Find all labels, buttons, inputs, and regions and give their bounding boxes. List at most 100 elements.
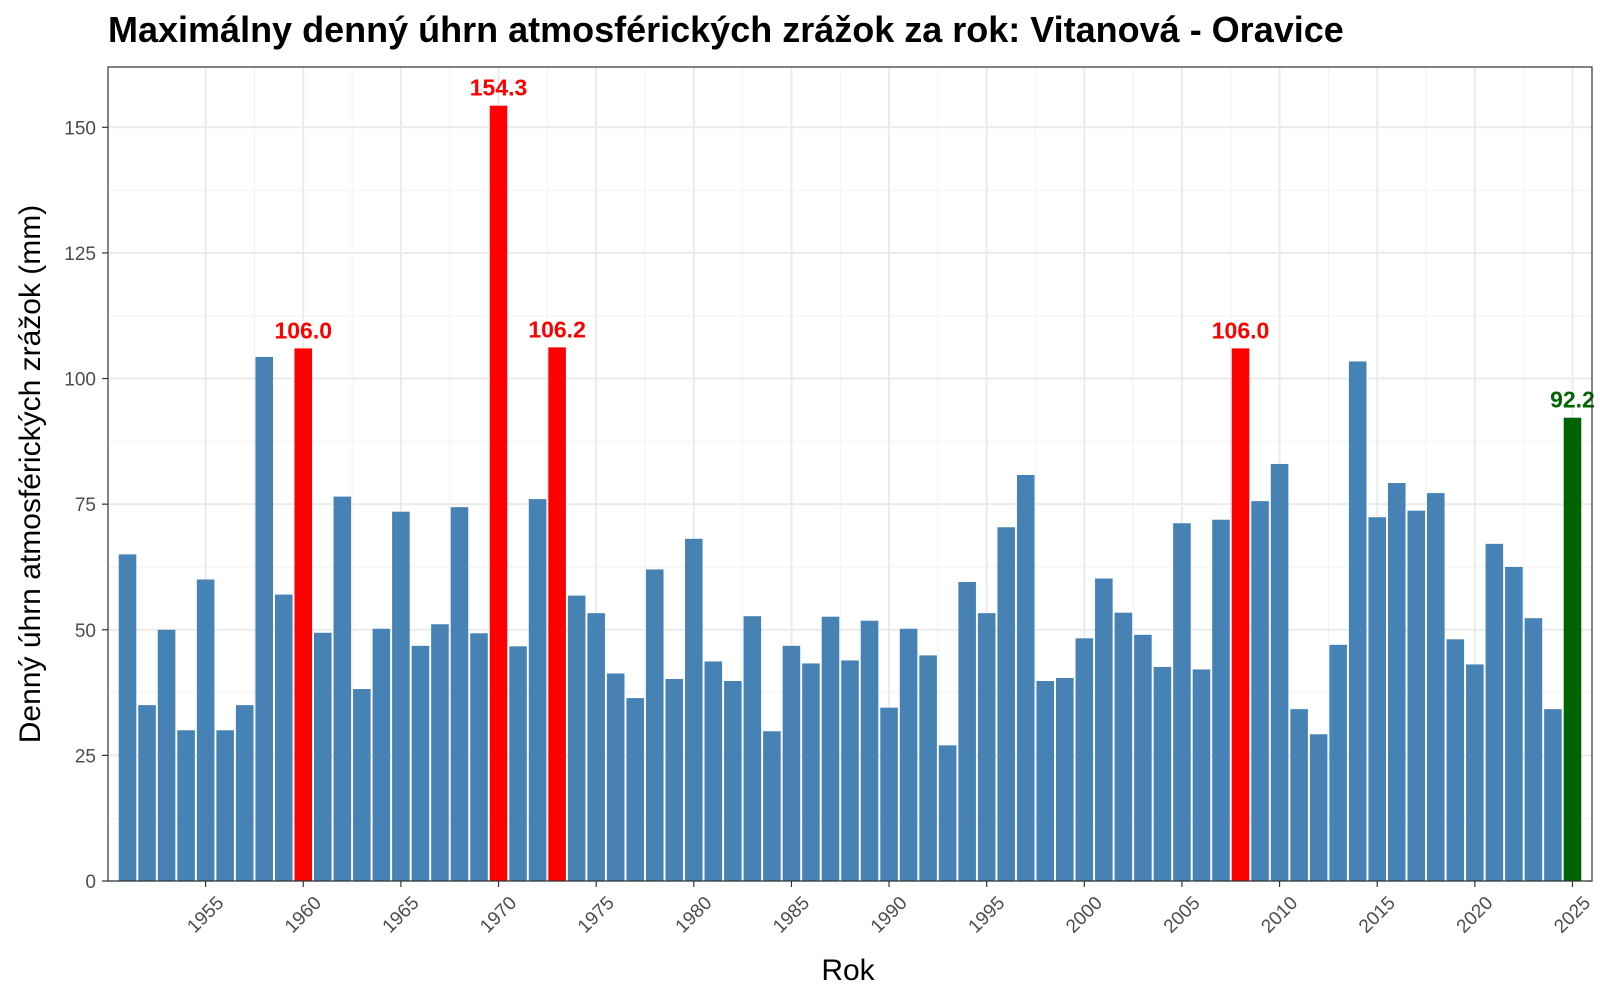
bar-1968: [450, 507, 469, 881]
y-tick-label: 75: [75, 495, 96, 516]
bar-2001: [1095, 578, 1113, 881]
bar-1962: [333, 496, 352, 881]
bar-label-1970: 154.3: [470, 75, 528, 101]
y-tick-label: 100: [64, 370, 96, 391]
bar-1963: [353, 689, 371, 881]
bar-1959: [274, 594, 293, 881]
bar-1952: [138, 705, 156, 881]
bar-1990: [880, 707, 898, 881]
bar-2006: [1192, 669, 1211, 881]
bar-label-2025: 92.2: [1550, 387, 1595, 413]
bar-1964: [372, 628, 391, 881]
bar-2011: [1290, 709, 1308, 881]
bar-1951: [118, 554, 137, 881]
bar-1975: [587, 613, 605, 881]
y-axis: 0 25 50 75 100 125 150: [64, 118, 108, 893]
bar-1954: [177, 730, 195, 881]
bar-1998: [1036, 681, 1055, 881]
bar-2007: [1212, 519, 1230, 881]
y-axis-title: Denný úhrn atmosférických zrážok (mm): [14, 205, 47, 743]
bar-2012: [1309, 734, 1328, 881]
bar-1979: [665, 679, 684, 881]
x-tick-label: 2010: [1257, 893, 1302, 938]
bar-1973: [548, 347, 566, 881]
y-tick-label: 0: [85, 872, 96, 893]
bar-1971: [509, 646, 527, 881]
x-tick-label: 2020: [1453, 893, 1498, 938]
y-tick-label: 150: [64, 118, 96, 139]
bar-1957: [235, 705, 254, 881]
bar-2015: [1368, 517, 1386, 881]
bar-1993: [938, 745, 957, 881]
x-tick-label: 2025: [1550, 893, 1595, 938]
x-tick-label: 2005: [1160, 893, 1205, 938]
bar-1966: [411, 645, 430, 881]
bar-2024: [1544, 709, 1562, 881]
bar-2023: [1524, 618, 1543, 881]
bar-1982: [724, 681, 742, 881]
bar-1970: [489, 105, 508, 881]
bar-2000: [1075, 638, 1094, 881]
bar-1977: [626, 698, 644, 881]
bar-1955: [196, 579, 215, 881]
bar-1984: [763, 731, 781, 881]
bar-2018: [1427, 493, 1445, 881]
bar-2004: [1153, 666, 1172, 881]
bar-1999: [1056, 678, 1074, 881]
bar-label-2008: 106.0: [1212, 317, 1270, 343]
bar-labels: 106.0 154.3 106.2 106.0 92.2: [274, 75, 1594, 413]
bar-1965: [392, 511, 410, 881]
bar-1996: [997, 527, 1015, 881]
chart-title: Maximálny denný úhrn atmosférických zráž…: [108, 9, 1344, 50]
bar-2014: [1348, 361, 1367, 881]
bar-2025: [1563, 417, 1582, 881]
bar-1974: [567, 595, 586, 881]
bar-1981: [704, 661, 723, 881]
x-axis-title: Rok: [821, 954, 875, 987]
bar-1997: [1016, 475, 1035, 881]
bar-1967: [431, 624, 449, 881]
y-tick-label: 125: [64, 244, 96, 265]
x-tick-label: 1995: [965, 893, 1010, 938]
y-tick-label: 50: [75, 621, 96, 642]
bar-2009: [1251, 501, 1269, 881]
bar-1958: [255, 356, 273, 881]
x-tick-label: 1990: [867, 893, 912, 938]
bar-1983: [743, 616, 762, 881]
x-tick-label: 1975: [574, 893, 619, 938]
x-tick-label: 1965: [379, 893, 424, 938]
bar-1985: [782, 645, 801, 881]
bar-2002: [1114, 612, 1133, 881]
bar-1987: [821, 616, 840, 881]
bar-2010: [1270, 463, 1289, 881]
bar-1988: [841, 660, 859, 881]
bar-2013: [1329, 644, 1347, 881]
bar-2019: [1446, 639, 1465, 881]
bar-1992: [919, 655, 937, 881]
bar-2005: [1173, 523, 1191, 881]
plot-panel: [107, 66, 1593, 882]
bar-2003: [1134, 634, 1152, 881]
bar-1972: [528, 499, 547, 881]
bar-1978: [645, 569, 664, 881]
x-tick-label: 1985: [769, 893, 814, 938]
bar-1995: [977, 613, 996, 881]
bar-2008: [1231, 348, 1250, 882]
x-tick-label: 1960: [281, 893, 326, 938]
x-tick-label: 2000: [1062, 893, 1107, 938]
bar-1976: [606, 673, 625, 881]
x-tick-label: 1970: [476, 893, 521, 938]
bar-1961: [314, 632, 332, 881]
bar-1969: [470, 633, 488, 881]
bar-1989: [860, 620, 879, 881]
bar-2017: [1407, 510, 1426, 881]
bar-label-1973: 106.2: [528, 316, 586, 342]
bar-1953: [157, 629, 176, 881]
y-tick-label: 25: [75, 746, 96, 767]
bar-1980: [685, 538, 703, 881]
x-tick-label: 1980: [672, 893, 717, 938]
bar-2016: [1387, 483, 1406, 881]
bar-1991: [899, 628, 918, 881]
bar-2020: [1466, 664, 1484, 881]
